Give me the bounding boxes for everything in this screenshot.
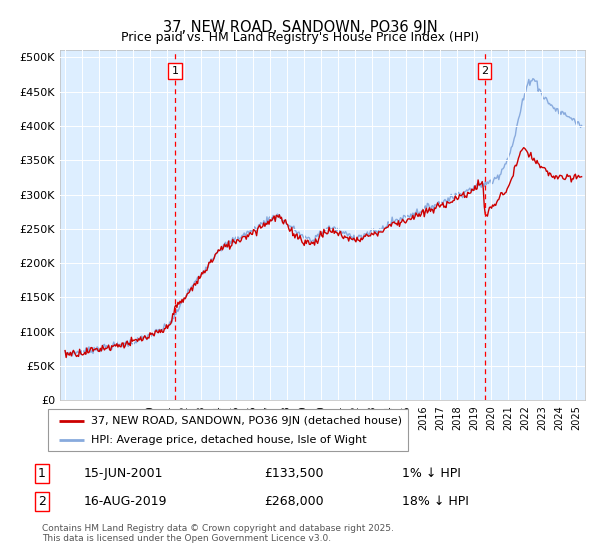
Text: Price paid vs. HM Land Registry's House Price Index (HPI): Price paid vs. HM Land Registry's House … <box>121 31 479 44</box>
Text: Contains HM Land Registry data © Crown copyright and database right 2025.
This d: Contains HM Land Registry data © Crown c… <box>42 524 394 543</box>
Text: 37, NEW ROAD, SANDOWN, PO36 9JN (detached house): 37, NEW ROAD, SANDOWN, PO36 9JN (detache… <box>91 416 402 426</box>
Text: 15-JUN-2001: 15-JUN-2001 <box>84 466 163 480</box>
FancyBboxPatch shape <box>48 409 408 451</box>
Text: HPI: Average price, detached house, Isle of Wight: HPI: Average price, detached house, Isle… <box>91 435 367 445</box>
Text: 37, NEW ROAD, SANDOWN, PO36 9JN: 37, NEW ROAD, SANDOWN, PO36 9JN <box>163 20 437 35</box>
Text: 1% ↓ HPI: 1% ↓ HPI <box>402 466 461 480</box>
Text: 1: 1 <box>172 66 179 76</box>
Text: 2: 2 <box>38 494 46 508</box>
Text: £133,500: £133,500 <box>264 466 323 480</box>
Text: £268,000: £268,000 <box>264 494 323 508</box>
Text: 16-AUG-2019: 16-AUG-2019 <box>84 494 167 508</box>
Text: 2: 2 <box>481 66 488 76</box>
Text: 18% ↓ HPI: 18% ↓ HPI <box>402 494 469 508</box>
Text: 1: 1 <box>38 466 46 480</box>
